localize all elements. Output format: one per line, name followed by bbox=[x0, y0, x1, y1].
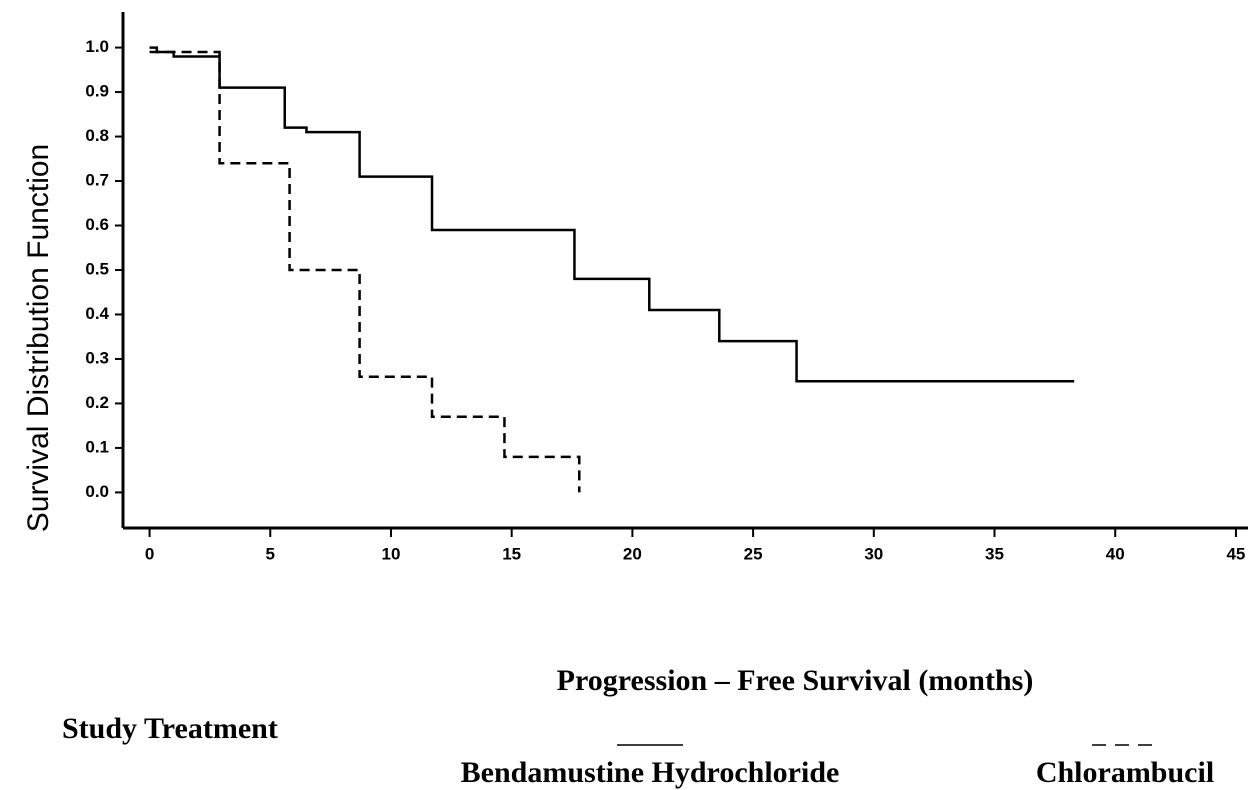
x-tick-label: 40 bbox=[1106, 544, 1125, 563]
y-axis-label: Survival Distribution Function bbox=[22, 144, 55, 533]
x-tick-label: 25 bbox=[744, 544, 763, 563]
x-tick-label: 15 bbox=[502, 544, 521, 563]
y-tick-label: 0.3 bbox=[85, 348, 109, 367]
y-tick-label: 0.4 bbox=[85, 304, 109, 323]
legend-label: Bendamustine Hydrochloride bbox=[461, 756, 840, 789]
y-tick-label: 0.5 bbox=[85, 259, 109, 278]
x-tick-label: 0 bbox=[145, 544, 154, 563]
y-tick-label: 0.0 bbox=[85, 482, 109, 501]
x-axis-label: Progression – Free Survival (months) bbox=[557, 664, 1034, 697]
y-tick-label: 1.0 bbox=[85, 37, 109, 56]
y-tick-label: 0.2 bbox=[85, 393, 109, 412]
x-tick-label: 35 bbox=[985, 544, 1004, 563]
x-tick-label: 45 bbox=[1226, 544, 1245, 563]
survival-curve bbox=[149, 50, 581, 493]
x-tick-label: 20 bbox=[623, 544, 642, 563]
legend-title: Study Treatment bbox=[62, 712, 278, 745]
y-tick-label: 0.7 bbox=[85, 171, 109, 190]
x-tick-label: 10 bbox=[382, 544, 401, 563]
y-tick-label: 0.9 bbox=[85, 82, 109, 101]
x-tick-label: 30 bbox=[864, 544, 883, 563]
x-tick-label: 5 bbox=[266, 544, 275, 563]
y-tick-label: 0.6 bbox=[85, 215, 109, 234]
legend-label: Chlorambucil bbox=[1036, 756, 1214, 789]
y-tick-label: 0.1 bbox=[85, 437, 109, 456]
y-tick-label: 0.8 bbox=[85, 126, 109, 145]
survival-curve bbox=[149, 46, 1075, 383]
